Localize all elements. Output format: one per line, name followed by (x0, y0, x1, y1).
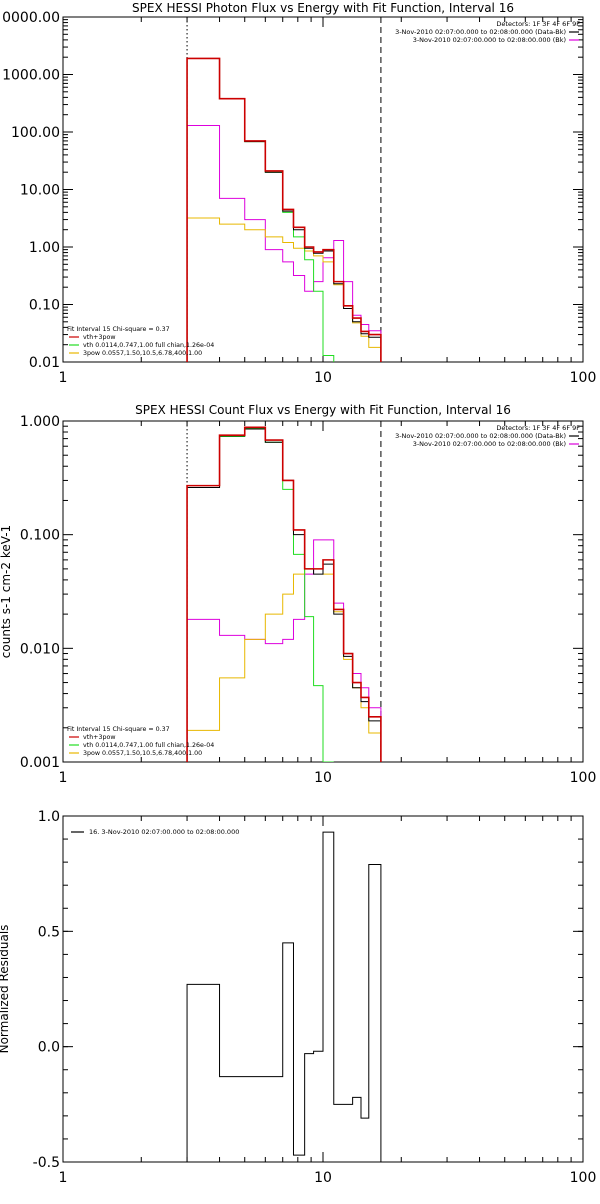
y-axis-label: Normalized Residuals (0, 925, 11, 1054)
y-tick-label: 0.10 (29, 298, 60, 314)
y-tick-label: 0.01 (29, 355, 60, 371)
legend-entry-label: 3-Nov-2010 02:07:00.000 to 02:08:00.000 … (413, 36, 566, 44)
fit-legend-header: Fit Interval 15 Chi-square = 0.37 (67, 326, 170, 333)
series-line-vth-0-0114-0-747-1-00-full-chi (186, 427, 334, 762)
series-group (186, 57, 382, 362)
legend-header: Detectors: 1F 3F 4F 6F 9F (496, 20, 580, 28)
x-tick-label: 10 (314, 1170, 332, 1186)
series-group (186, 426, 382, 762)
fit-legend-label: 3pow 0.0557,1.50,10.5,6.78,400,1.00 (83, 750, 202, 757)
chart-title: SPEX HESSI Photon Flux vs Energy with Fi… (132, 1, 514, 15)
y-tick-label: 0000.00 (2, 10, 60, 26)
fit-legend-header: Fit Interval 15 Chi-square = 0.37 (67, 726, 170, 733)
series-line-16-3-nov-2010-02-07-00-000-to- (186, 831, 382, 1162)
series-line-3pow-0-0557-1-50-10-5-6-78-400 (186, 217, 382, 362)
series-line-vth-3pow (186, 426, 382, 762)
x-tick-label: 1 (59, 770, 68, 786)
fit-legend-label: 3pow 0.0557,1.50,10.5,6.78,400,1.00 (83, 350, 202, 357)
y-tick-label: 0.5 (38, 924, 60, 940)
y-tick-label: 1.000 (20, 414, 60, 430)
x-tick-label: 100 (570, 1170, 597, 1186)
series-line-3-nov-2010-02-07-00-000-to-02- (186, 124, 382, 362)
chart-panel-2: SPEX HESSI Count Flux vs Energy with Fit… (0, 403, 596, 786)
legend-entry-label: 16. 3-Nov-2010 02:07:00.000 to 02:08:00.… (89, 828, 239, 836)
x-tick-label: 100 (570, 770, 597, 786)
series-line-data (186, 428, 382, 762)
x-tick-label: 100 (570, 370, 597, 386)
x-tick-label: 1 (59, 1170, 68, 1186)
chart-panel-3: Normalized Residuals 1 10 100 1.0 0.5 0.0 -0.5 1… (0, 809, 596, 1186)
y-tick-label: 1.00 (29, 240, 60, 256)
chart-title: SPEX HESSI Count Flux vs Energy with Fit… (135, 403, 511, 417)
fit-legend-label: vth 0.0114,0.747,1.00 full chian,1.26e-0… (83, 742, 214, 749)
y-tick-label: 100.00 (11, 125, 60, 141)
y-tick-label: 1000.00 (2, 68, 60, 84)
x-tick-label: 10 (314, 370, 332, 386)
y-tick-label: 10.00 (20, 183, 60, 199)
series-line-vth-3pow (186, 57, 382, 362)
x-tick-label: 1 (59, 370, 68, 386)
fit-legend-label: vth 0.0114,0.747,1.00 full chian,1.26e-0… (83, 342, 214, 349)
series-line-vth-0-0114-0-747-1-00-full-chi (186, 57, 335, 362)
legend-header: Detectors: 1F 3F 4F 6F 9F (496, 424, 580, 432)
fit-legend-label: vth+3pow (83, 734, 115, 741)
y-tick-label: 1.0 (38, 809, 60, 825)
legend-entry-label: 3-Nov-2010 02:07:00.000 to 02:08:00.000 … (395, 432, 566, 440)
y-tick-label: 0.010 (20, 641, 60, 657)
y-tick-label: 0.001 (20, 755, 60, 771)
fit-legend-label: vth+3pow (83, 334, 115, 341)
y-tick-label: -0.5 (33, 1155, 60, 1171)
y-axis-label: counts s-1 cm-2 keV-1 (0, 525, 13, 658)
y-tick-label: 0.100 (20, 528, 60, 544)
y-tick-label: 0.0 (38, 1040, 60, 1056)
series-line-3-nov-2010-02-07-00-000-to-02- (186, 539, 382, 762)
legend-entry-label: 3-Nov-2010 02:07:00.000 to 02:08:00.000 … (413, 440, 566, 448)
series-group (186, 831, 382, 1162)
chart-panel-1: SPEX HESSI Photon Flux vs Energy with Fi… (2, 1, 596, 386)
legend-entry-label: 3-Nov-2010 02:07:00.000 to 02:08:00.000 … (395, 28, 566, 36)
x-tick-label: 10 (314, 770, 332, 786)
